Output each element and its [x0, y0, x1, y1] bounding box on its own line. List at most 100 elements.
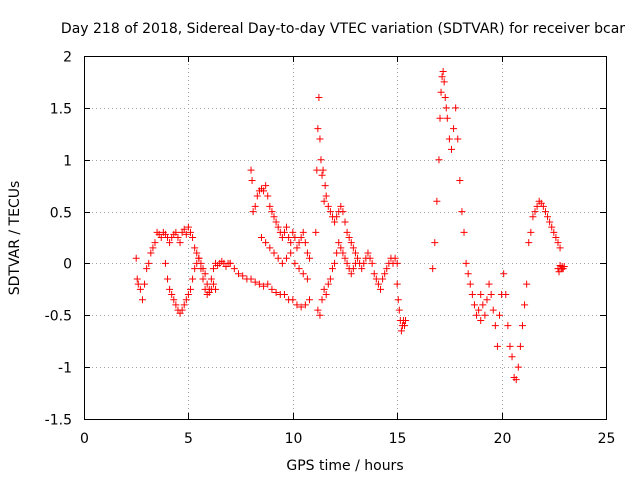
series-SDTVAR-c [226, 259, 314, 311]
y-tick-label: -1.5 [45, 413, 72, 429]
data-point [322, 192, 330, 200]
data-point [527, 228, 535, 236]
data-point [335, 239, 343, 247]
data-point [366, 254, 374, 262]
data-point [343, 259, 351, 267]
data-point [203, 280, 211, 288]
data-point [297, 303, 305, 311]
data-point [320, 285, 328, 293]
data-point [291, 259, 299, 267]
data-point [151, 239, 159, 247]
data-point [180, 225, 188, 233]
data-point [349, 265, 357, 273]
data-point [161, 259, 169, 267]
data-point [439, 68, 447, 76]
data-point [393, 259, 401, 267]
data-point [550, 228, 558, 236]
data-point [433, 197, 441, 205]
data-point [489, 306, 497, 314]
data-point [481, 311, 489, 319]
data-point [143, 265, 151, 273]
data-point [318, 171, 326, 179]
data-point [518, 322, 526, 330]
data-point [445, 135, 453, 143]
data-point [191, 265, 199, 273]
data-point [337, 244, 345, 252]
data-point [287, 239, 295, 247]
data-point [164, 275, 172, 283]
series-SDTVAR-k [554, 262, 568, 276]
data-point [372, 275, 380, 283]
data-point [470, 301, 478, 309]
chart-title: Day 218 of 2018, Sidereal Day-to-day VTE… [61, 21, 625, 37]
y-tick-label: 0.5 [50, 206, 72, 222]
data-point [491, 322, 499, 330]
data-point [306, 296, 314, 304]
data-point [456, 176, 464, 184]
data-point [147, 249, 155, 257]
data-point [166, 285, 174, 293]
y-axis-label: SDTVAR / TECUs [7, 181, 23, 296]
data-point [247, 166, 255, 174]
data-point [523, 280, 531, 288]
data-point [360, 259, 368, 267]
data-point [521, 301, 529, 309]
data-point [531, 208, 539, 216]
data-point [541, 208, 549, 216]
x-tick-label: 20 [494, 431, 512, 447]
data-point [280, 228, 288, 236]
data-point [230, 265, 238, 273]
data-point [485, 280, 493, 288]
data-point [546, 218, 554, 226]
data-point [174, 234, 182, 241]
data-point [283, 223, 291, 231]
data-point [500, 270, 508, 278]
data-point [452, 104, 460, 112]
data-point [247, 275, 255, 283]
data-point [345, 234, 353, 241]
data-point [331, 259, 339, 267]
data-point [506, 342, 514, 350]
data-point [443, 114, 451, 122]
series-SDTVAR-b [161, 254, 220, 317]
data-point [291, 234, 299, 241]
data-point [429, 265, 437, 273]
data-point [326, 275, 334, 283]
data-point [379, 275, 387, 283]
data-point [395, 306, 403, 314]
data-point [184, 291, 192, 299]
data-point [172, 228, 180, 236]
data-point [201, 270, 209, 278]
data-point [285, 234, 293, 241]
data-point [351, 249, 359, 257]
y-tick-label: 1.5 [50, 102, 72, 118]
y-tick-label: 1 [63, 154, 72, 170]
data-point [312, 228, 320, 236]
data-point [343, 228, 351, 236]
data-point [303, 249, 311, 257]
data-point [493, 342, 501, 350]
data-point [306, 254, 314, 262]
data-point [328, 265, 336, 273]
data-point [172, 301, 180, 309]
data-point [253, 192, 261, 200]
data-point [333, 213, 341, 221]
data-point [320, 197, 328, 205]
data-point [397, 327, 405, 335]
data-point [260, 282, 268, 290]
data-point [508, 353, 516, 361]
data-point [539, 202, 547, 210]
data-point [239, 272, 247, 280]
series-SDTVAR-f [312, 93, 401, 293]
data-point [184, 223, 192, 231]
series-SDTVAR-e [257, 234, 311, 283]
data-point [295, 239, 303, 247]
data-point [248, 176, 256, 184]
data-point [333, 249, 341, 257]
data-point [149, 244, 157, 252]
data-point [313, 166, 321, 174]
data-point [299, 228, 307, 236]
data-point [394, 296, 402, 304]
data-point [431, 239, 439, 247]
